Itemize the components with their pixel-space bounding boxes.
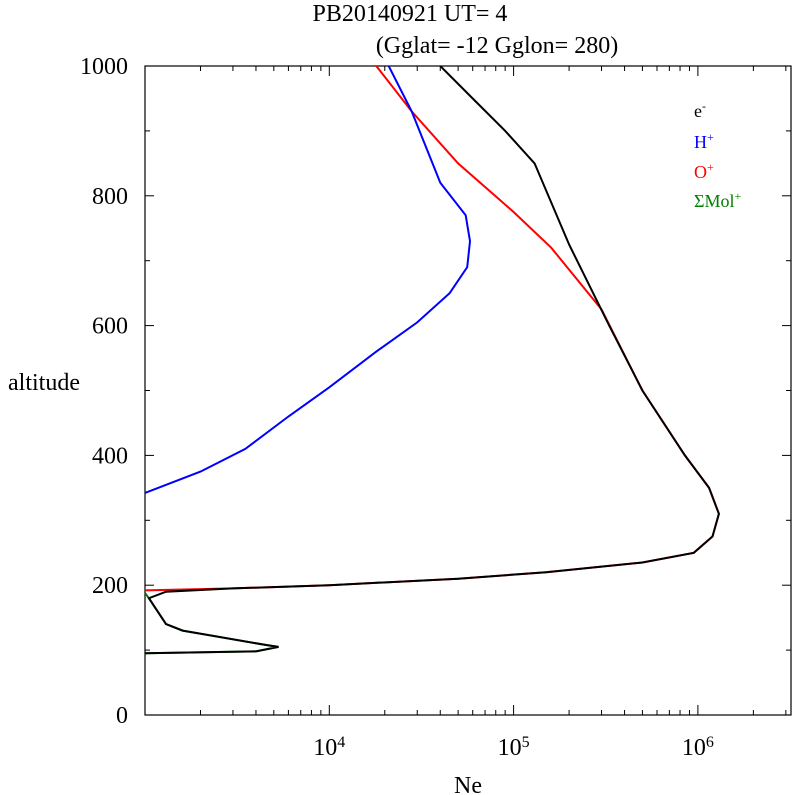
y-tick-label: 400	[92, 443, 128, 469]
x-tick-label: 104	[313, 734, 345, 762]
chart-subtitle: (Gglat= -12 Gglon= 280)	[376, 33, 618, 59]
legend: e- H+ O+ ΣMol+	[694, 99, 741, 211]
series-line-1	[145, 66, 472, 494]
series-line-2	[145, 66, 720, 592]
y-tick-label: 600	[92, 314, 128, 340]
y-tick-label: 800	[92, 184, 128, 210]
series-layer	[145, 66, 720, 655]
chart-title: PB20140921 UT= 4	[313, 1, 508, 27]
x-axis: 104 105 106	[144, 66, 787, 762]
x-axis-label: Ne	[454, 773, 482, 795]
series-line-0	[145, 66, 720, 655]
x-tick-label: 105	[498, 734, 530, 762]
legend-entry: H+	[694, 130, 714, 152]
y-tick-label: 200	[92, 573, 128, 599]
y-axis: 0 200 400 600 800 1000	[80, 54, 791, 729]
legend-entry: e-	[694, 99, 706, 121]
y-tick-label: 1000	[80, 54, 128, 80]
x-tick-label: 106	[682, 734, 714, 762]
legend-entry: O+	[694, 160, 714, 182]
legend-entry: ΣMol+	[694, 189, 741, 211]
y-axis-label: altitude	[8, 370, 80, 396]
y-tick-label: 0	[116, 703, 128, 729]
